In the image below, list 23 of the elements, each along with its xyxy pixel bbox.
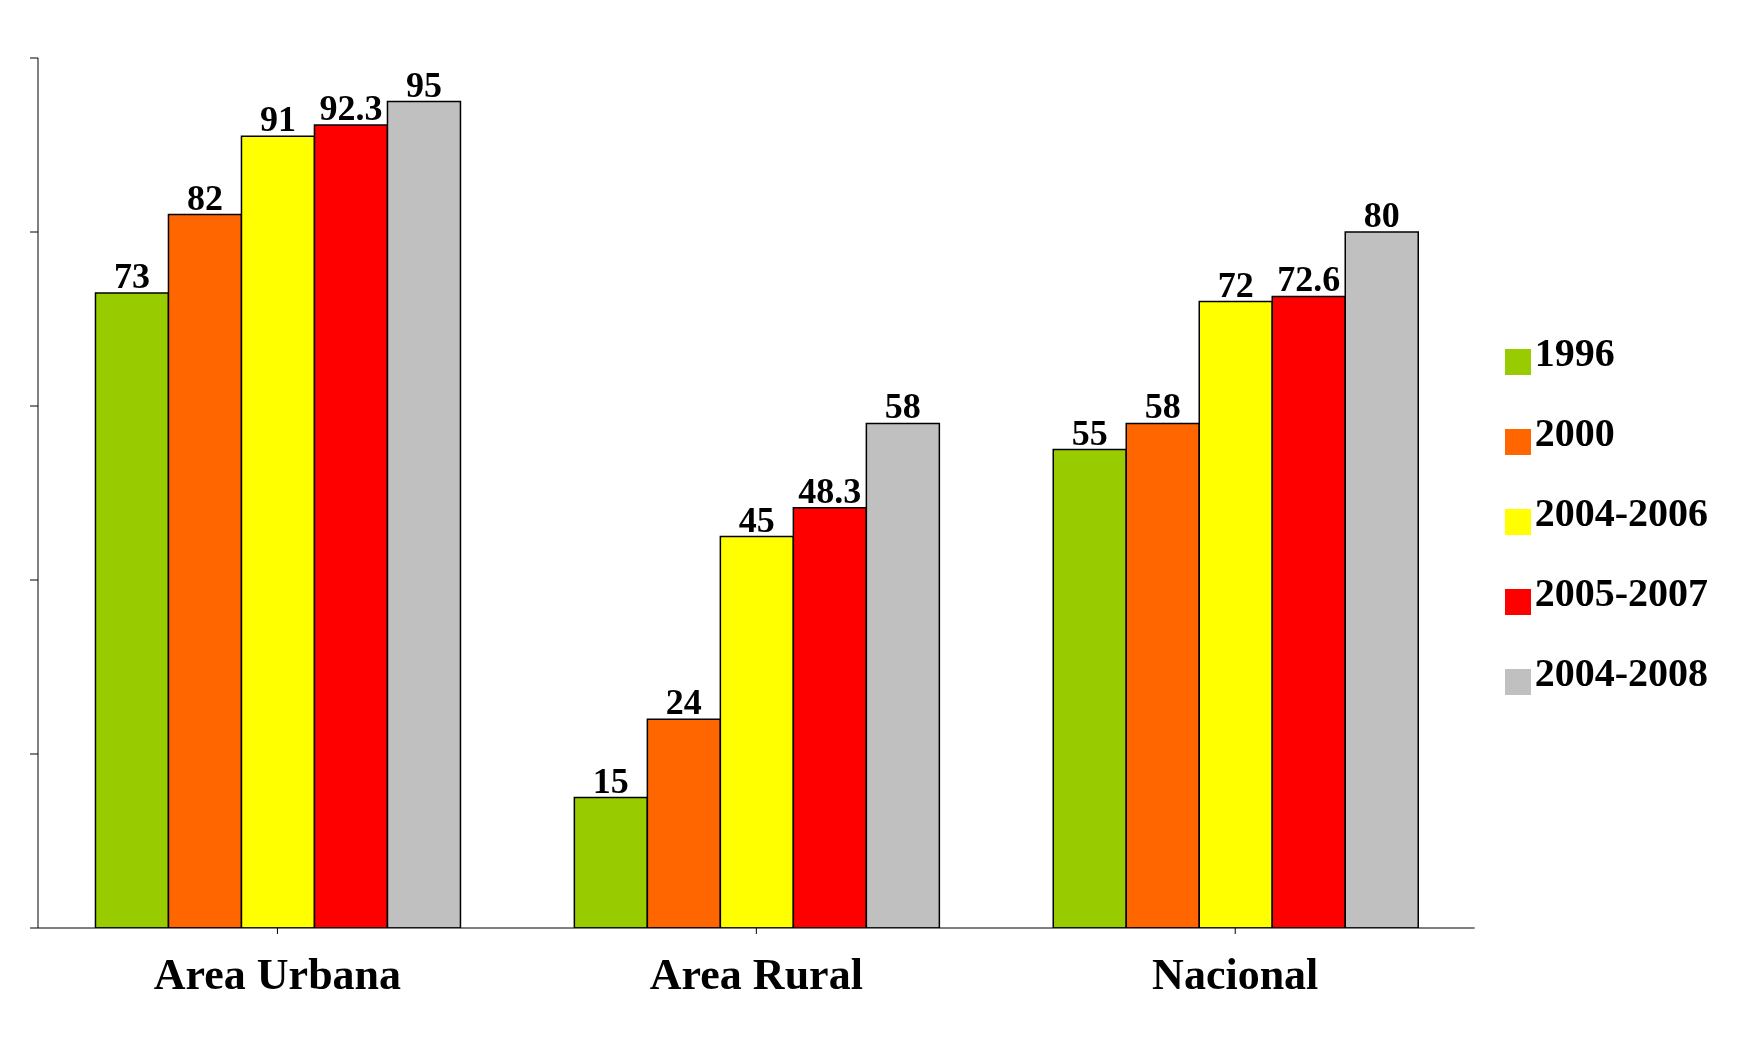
data-label: 58 xyxy=(1144,386,1181,427)
x-tick-label: Area Urbana xyxy=(153,950,402,1000)
x-tick-label: Nacional xyxy=(1152,950,1319,1000)
legend-label: 2005-2007 xyxy=(1534,570,1708,615)
legend-label: 2004-2006 xyxy=(1534,490,1708,535)
data-label: 45 xyxy=(738,499,775,540)
data-label: 58 xyxy=(884,386,921,427)
data-label: 95 xyxy=(405,64,442,105)
data-label: 48.3 xyxy=(798,470,862,511)
data-label: 15 xyxy=(592,760,629,801)
legend-label: 1996 xyxy=(1534,330,1615,375)
legend-label: 2004-2008 xyxy=(1534,650,1708,695)
data-label: 80 xyxy=(1363,195,1400,235)
data-label: 24 xyxy=(665,682,702,723)
data-label: 55 xyxy=(1071,412,1108,453)
data-label: 72.6 xyxy=(1277,259,1341,300)
x-tick-label: Area Rural xyxy=(649,950,863,1000)
data-label: 82 xyxy=(186,177,223,218)
data-label: 92.3 xyxy=(319,87,383,128)
data-label: 73 xyxy=(113,255,150,296)
legend-label: 2000 xyxy=(1534,410,1615,455)
data-label: 91 xyxy=(259,99,296,140)
data-label: 72 xyxy=(1217,264,1254,305)
